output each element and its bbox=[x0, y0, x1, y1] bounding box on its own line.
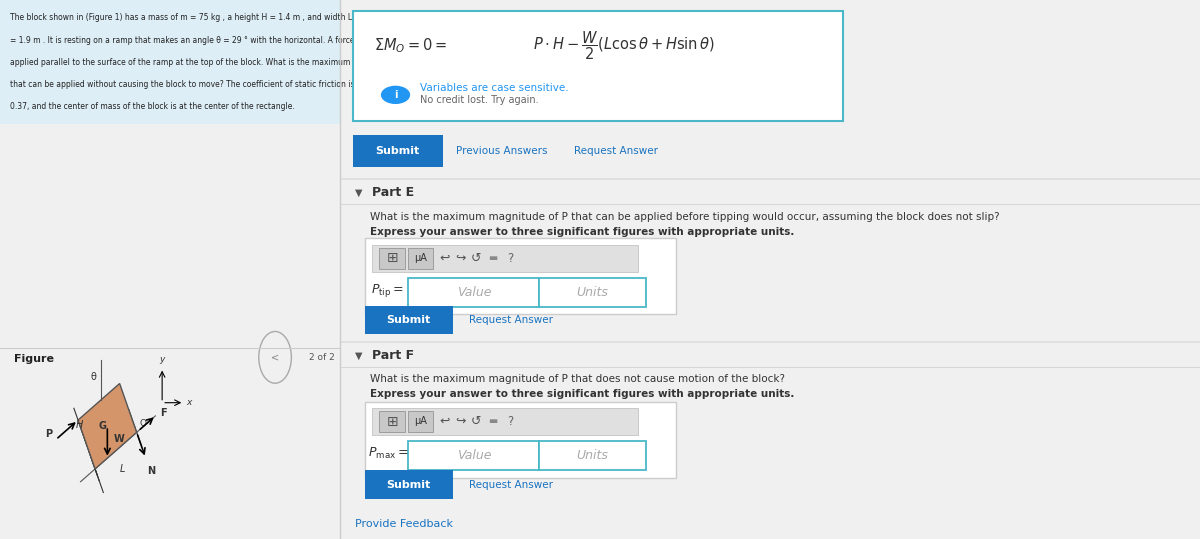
FancyBboxPatch shape bbox=[353, 11, 842, 121]
FancyBboxPatch shape bbox=[539, 441, 646, 470]
Text: G: G bbox=[98, 421, 107, 431]
Text: Submit: Submit bbox=[386, 315, 431, 325]
Text: y: y bbox=[160, 355, 164, 364]
Text: ▬: ▬ bbox=[488, 417, 497, 426]
Text: ↺: ↺ bbox=[470, 415, 481, 428]
FancyBboxPatch shape bbox=[366, 402, 676, 478]
Text: ↩: ↩ bbox=[439, 415, 450, 428]
FancyBboxPatch shape bbox=[365, 306, 454, 334]
FancyBboxPatch shape bbox=[365, 470, 454, 499]
Text: <: < bbox=[271, 353, 280, 362]
Text: F: F bbox=[160, 407, 167, 418]
FancyBboxPatch shape bbox=[0, 0, 340, 124]
Text: W: W bbox=[114, 434, 125, 444]
FancyBboxPatch shape bbox=[372, 245, 638, 272]
Text: ↪: ↪ bbox=[455, 252, 466, 265]
FancyBboxPatch shape bbox=[366, 238, 676, 314]
Text: Value: Value bbox=[456, 450, 491, 462]
Text: $P_{\rm max}=$: $P_{\rm max}=$ bbox=[368, 446, 409, 461]
Text: The block shown in (Figure 1) has a mass of m = 75 kg , a height H = 1.4 m , and: The block shown in (Figure 1) has a mass… bbox=[10, 13, 353, 23]
FancyBboxPatch shape bbox=[408, 278, 539, 307]
FancyBboxPatch shape bbox=[408, 411, 433, 432]
Text: $P \cdot H - \dfrac{W}{2}(L\cos\theta + H\sin\theta)$: $P \cdot H - \dfrac{W}{2}(L\cos\theta + … bbox=[533, 30, 715, 62]
Text: L: L bbox=[120, 464, 125, 474]
Text: ↩: ↩ bbox=[439, 252, 450, 265]
Text: Request Answer: Request Answer bbox=[469, 480, 553, 489]
Text: Request Answer: Request Answer bbox=[574, 146, 658, 156]
Text: Express your answer to three significant figures with appropriate units.: Express your answer to three significant… bbox=[370, 227, 794, 237]
FancyBboxPatch shape bbox=[353, 135, 443, 167]
Text: What is the maximum magnitude of P that can be applied before tipping would occu: What is the maximum magnitude of P that … bbox=[370, 212, 1000, 222]
Text: ?: ? bbox=[506, 252, 514, 265]
Text: ?: ? bbox=[506, 415, 514, 428]
Text: Submit: Submit bbox=[386, 480, 431, 489]
Text: $\Sigma M_O = 0 =$: $\Sigma M_O = 0 =$ bbox=[374, 37, 448, 55]
Text: O: O bbox=[139, 419, 146, 428]
FancyBboxPatch shape bbox=[372, 408, 638, 435]
Text: ⊞: ⊞ bbox=[386, 251, 398, 265]
Text: Part F: Part F bbox=[372, 349, 414, 362]
Text: Provide Feedback: Provide Feedback bbox=[355, 519, 454, 529]
Text: applied parallel to the surface of the ramp at the top of the block. What is the: applied parallel to the surface of the r… bbox=[10, 58, 372, 67]
Text: Part E: Part E bbox=[372, 186, 414, 199]
Text: μA: μA bbox=[414, 253, 427, 263]
Text: ⊞: ⊞ bbox=[386, 414, 398, 429]
FancyBboxPatch shape bbox=[379, 248, 404, 269]
Text: μA: μA bbox=[414, 417, 427, 426]
Text: i: i bbox=[394, 90, 397, 100]
Text: Request Answer: Request Answer bbox=[469, 315, 553, 325]
Polygon shape bbox=[78, 384, 137, 469]
Text: Units: Units bbox=[577, 450, 608, 462]
Text: θ: θ bbox=[90, 372, 96, 382]
Text: ▼: ▼ bbox=[355, 188, 362, 198]
FancyBboxPatch shape bbox=[408, 441, 539, 470]
Text: Previous Answers: Previous Answers bbox=[456, 146, 547, 156]
Text: $P_{\rm tip}=$: $P_{\rm tip}=$ bbox=[371, 282, 403, 299]
Text: ▼: ▼ bbox=[355, 351, 362, 361]
FancyBboxPatch shape bbox=[408, 248, 433, 269]
Text: Figure: Figure bbox=[13, 354, 54, 364]
FancyBboxPatch shape bbox=[539, 278, 646, 307]
Text: 2 of 2: 2 of 2 bbox=[310, 353, 335, 362]
Text: ▬: ▬ bbox=[488, 253, 497, 263]
Text: x: x bbox=[186, 398, 192, 407]
Text: No credit lost. Try again.: No credit lost. Try again. bbox=[420, 95, 539, 105]
Text: Express your answer to three significant figures with appropriate units.: Express your answer to three significant… bbox=[370, 389, 794, 399]
Text: ↪: ↪ bbox=[455, 415, 466, 428]
Text: Submit: Submit bbox=[376, 146, 420, 156]
Text: What is the maximum magnitude of P that does not cause motion of the block?: What is the maximum magnitude of P that … bbox=[370, 375, 785, 384]
Text: Variables are case sensitive.: Variables are case sensitive. bbox=[420, 84, 569, 93]
Circle shape bbox=[380, 86, 410, 104]
Text: 0.37, and the center of mass of the block is at the center of the rectangle.: 0.37, and the center of mass of the bloc… bbox=[10, 102, 295, 111]
Text: N: N bbox=[148, 466, 156, 476]
Text: ↺: ↺ bbox=[470, 252, 481, 265]
Text: = 1.9 m . It is resting on a ramp that makes an angle θ = 29 ° with the horizont: = 1.9 m . It is resting on a ramp that m… bbox=[10, 36, 371, 45]
Text: Units: Units bbox=[577, 286, 608, 299]
Text: H: H bbox=[76, 420, 83, 430]
FancyBboxPatch shape bbox=[379, 411, 404, 432]
Text: that can be applied without causing the block to move? The coefficient of static: that can be applied without causing the … bbox=[10, 80, 374, 89]
Text: Value: Value bbox=[456, 286, 491, 299]
Text: P: P bbox=[44, 429, 52, 439]
